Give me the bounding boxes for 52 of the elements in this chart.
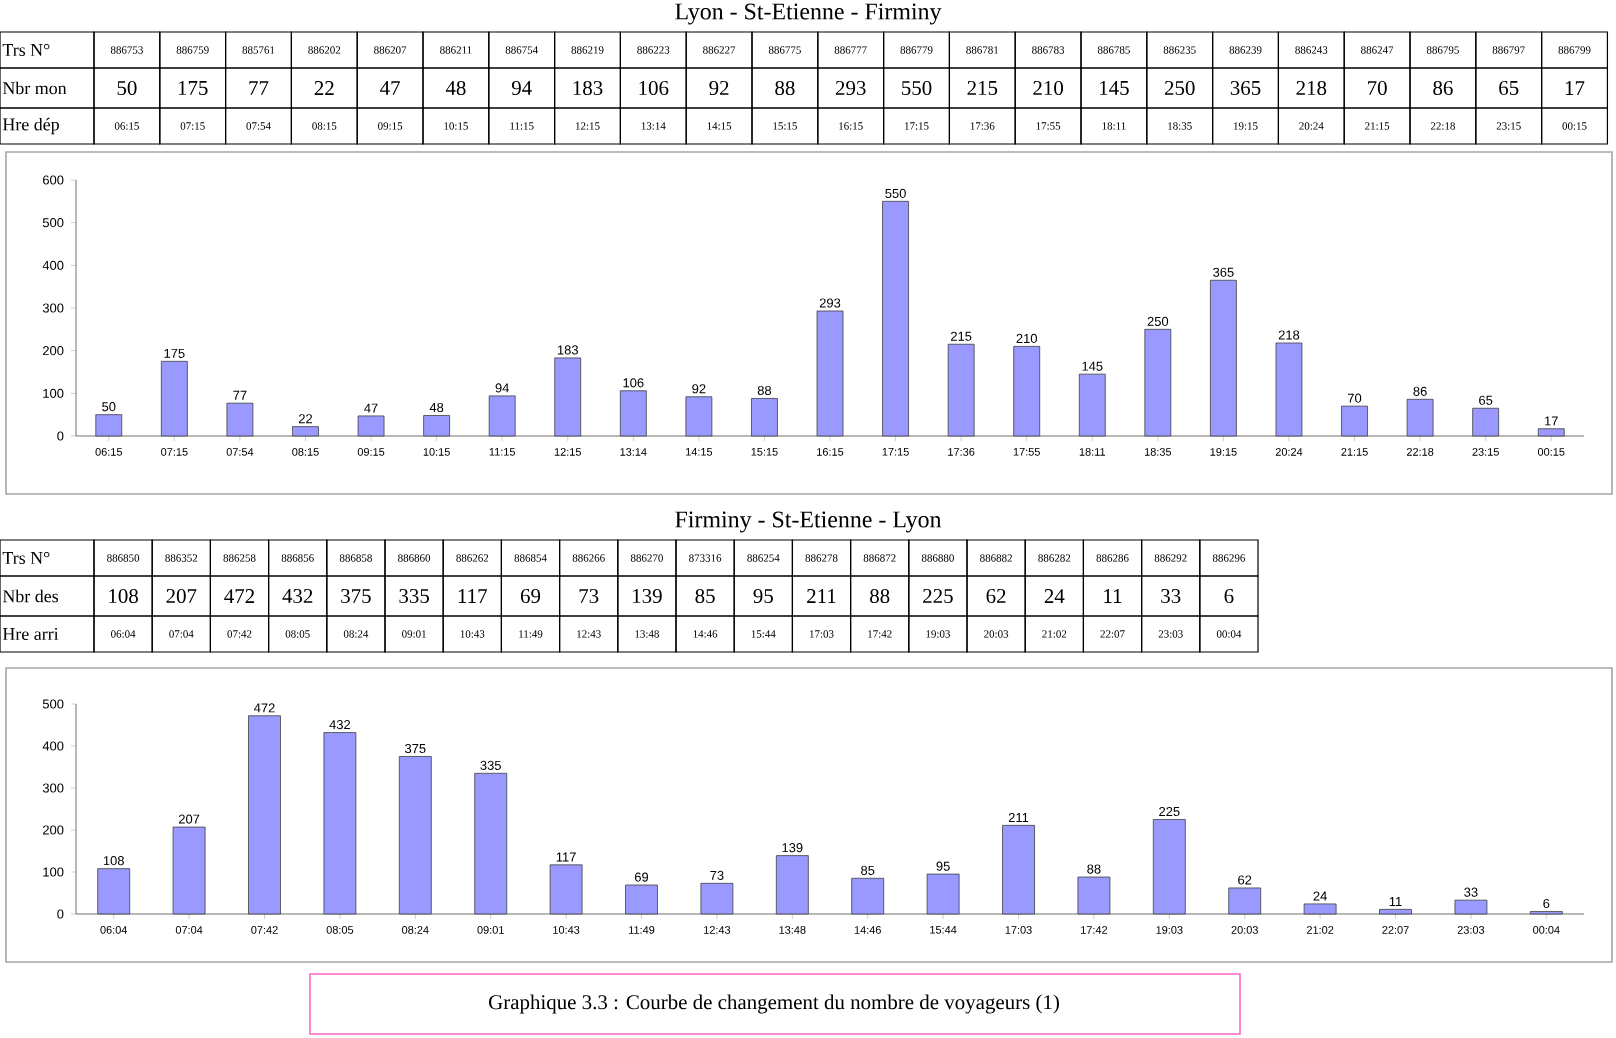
data-label: 86 [1433,80,1453,96]
data-label: 550 [902,80,932,96]
text: 207 [166,588,197,604]
data-label: 215 [967,80,998,96]
data-label: 145 [1100,80,1129,96]
text: 33 [1161,588,1181,604]
text: 88 [870,588,890,604]
data-label: 365 [1230,80,1261,96]
data-label: 70 [1368,80,1387,96]
text: Trs N° [2,43,50,57]
text: 225 [923,588,953,604]
text: 73 [579,588,599,604]
data-label: 106 [639,80,669,96]
data-label: 50 [117,80,137,96]
text: 85 [695,588,715,604]
data-label: 22 [314,81,334,95]
text: 117 [458,589,487,603]
text: 472 [224,589,255,603]
text: 335 [399,588,429,604]
text: Hre arri [2,627,59,641]
data-label: 94 [511,80,532,96]
data-label: 77 [249,81,269,95]
data-label: 250 [1164,80,1195,96]
text: Graphique 3.3 : Courbe de changement du nombre de voyageurs (1) [489,994,1059,1014]
text: 11 [1104,589,1122,603]
data-label: 48 [445,80,466,96]
data-label: 65 [1499,80,1519,96]
text: 432 [282,588,313,604]
text: 62 [986,588,1006,604]
text: 95 [753,588,773,604]
text: 211 [807,589,836,603]
text: 375 [341,588,371,604]
text: Nbr mon [2,81,67,95]
data-label: 175 [178,80,208,96]
data-label: 183 [573,80,603,96]
text: 139 [633,588,662,604]
text: 108 [109,588,138,604]
data-label: 218 [1296,80,1327,96]
text: 6 [1224,588,1234,604]
chart-title: Firminy - St-Etienne - Lyon [675,511,942,533]
data-label: 88 [775,80,795,96]
text: 69 [520,588,541,604]
chart-title: Lyon - St-Etienne - Firminy [675,3,942,25]
data-label: 47 [380,81,400,95]
data-label: 17 [1565,81,1585,95]
text: Nbr des [2,589,59,603]
data-label: 92 [709,80,729,96]
text: 24 [1044,589,1065,603]
data-label: 210 [1033,80,1063,96]
text: Trs N° [2,551,50,565]
text: Hre dép [2,117,59,135]
data-label: 293 [835,80,866,96]
